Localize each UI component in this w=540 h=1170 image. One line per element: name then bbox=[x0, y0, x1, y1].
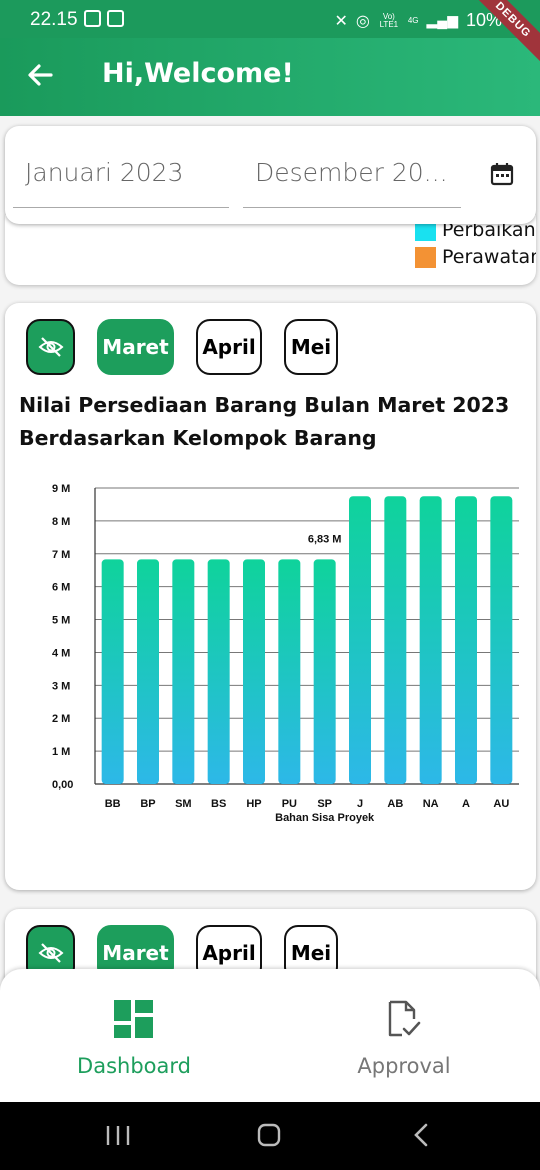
date-filter-card: Januari 2023 Desember 20... bbox=[5, 126, 536, 224]
check-icon bbox=[107, 10, 124, 27]
home-icon[interactable] bbox=[257, 1123, 281, 1147]
nav-approval-label: Approval bbox=[357, 1054, 451, 1078]
y-tick-label: 0,00 bbox=[52, 779, 73, 791]
bar-au bbox=[490, 496, 513, 784]
y-tick-label: 4 M bbox=[52, 647, 70, 659]
volte-label: Vo) LTE1 bbox=[379, 11, 399, 29]
y-tick-label: 5 M bbox=[52, 615, 70, 627]
y-tick-label: 3 M bbox=[52, 680, 70, 692]
back-nav-icon[interactable] bbox=[414, 1123, 428, 1147]
signal-icon: ▂▄▆ bbox=[426, 12, 458, 28]
gallery-icon bbox=[84, 10, 101, 27]
x-tick-label: SM bbox=[175, 798, 192, 810]
app-bar: Hi,Welcome! bbox=[0, 38, 540, 116]
status-time: 22.15 bbox=[30, 9, 78, 30]
y-tick-label: 6 M bbox=[52, 582, 70, 594]
legend-item-perawatan: Perawatan bbox=[415, 246, 536, 268]
x-tick-label: SP bbox=[317, 798, 332, 810]
eye-off-icon bbox=[38, 943, 63, 963]
bottom-navigation: Dashboard Approval bbox=[0, 969, 540, 1109]
chart-title: Nilai Persediaan Barang Bulan Maret 2023… bbox=[19, 393, 510, 450]
legend-label: Perbaikan bbox=[442, 219, 536, 241]
x-tick-label: A bbox=[462, 798, 470, 810]
dashboard-icon bbox=[114, 1000, 153, 1038]
y-tick-label: 7 M bbox=[52, 549, 70, 561]
recent-apps-icon[interactable] bbox=[106, 1126, 130, 1145]
bar-bs bbox=[207, 559, 230, 784]
tab-maret[interactable]: Maret bbox=[97, 319, 174, 375]
bar-j bbox=[349, 496, 371, 784]
bar-pu bbox=[278, 559, 301, 784]
system-navigation-bar bbox=[0, 1102, 540, 1170]
legend-card: Perbaikan Perawatan bbox=[5, 215, 536, 285]
x-tick-label: BS bbox=[211, 798, 226, 810]
network-label: 4G bbox=[407, 15, 419, 25]
x-tick-label: J bbox=[357, 798, 363, 810]
bar-bb bbox=[101, 559, 124, 784]
bar-bp bbox=[137, 559, 159, 784]
inventory-chart-card: Maret April Mei Nilai Persediaan Barang … bbox=[5, 303, 536, 890]
x-tick-label: AB bbox=[387, 798, 403, 810]
notification-icons bbox=[84, 10, 124, 27]
legend-swatch bbox=[415, 246, 436, 268]
tab-april[interactable]: April bbox=[196, 319, 262, 375]
legend-swatch bbox=[415, 219, 436, 241]
legend-label: Perawatan bbox=[442, 246, 536, 268]
tab-mei[interactable]: Mei bbox=[284, 319, 338, 375]
x-tick-label: AU bbox=[493, 798, 509, 810]
bar-sm bbox=[172, 559, 195, 784]
status-right: ✕ ◎ Vo) LTE1 4G ▂▄▆ 10% bbox=[334, 10, 502, 31]
y-tick-label: 1 M bbox=[52, 746, 70, 758]
back-arrow-icon[interactable] bbox=[24, 58, 58, 92]
x-tick-label: HP bbox=[246, 798, 261, 810]
mute-icon: ✕ bbox=[334, 12, 348, 30]
y-tick-label: 8 M bbox=[52, 516, 70, 528]
x-tick-label: NA bbox=[423, 798, 439, 810]
system-nav-buttons bbox=[106, 1123, 428, 1147]
bar-chart: 0,00 1 M 2 M 3 M 4 M 5 M 6 M 7 M 8 M 9 M BB BP SM BS H… bbox=[52, 483, 519, 824]
hide-chart-button[interactable] bbox=[26, 319, 75, 375]
y-tick-label: 9 M bbox=[52, 483, 70, 495]
bar-a bbox=[455, 496, 477, 784]
hotspot-icon: ◎ bbox=[355, 12, 370, 30]
bar-ab bbox=[384, 496, 407, 784]
document-check-icon bbox=[388, 1000, 421, 1037]
x-tick-label: BP bbox=[140, 798, 155, 810]
x-caption: Bahan Sisa Proyek bbox=[275, 812, 375, 824]
eye-off-icon bbox=[38, 337, 63, 357]
nav-approval[interactable]: Approval bbox=[304, 999, 504, 1078]
bar-na bbox=[419, 496, 442, 784]
legend-item-perbaikan: Perbaikan bbox=[415, 219, 536, 241]
y-tick-label: 2 M bbox=[52, 713, 70, 725]
start-month-field[interactable]: Januari 2023 bbox=[13, 158, 229, 208]
page-title: Hi,Welcome! bbox=[102, 58, 294, 89]
calendar-icon[interactable] bbox=[490, 162, 514, 186]
nav-dashboard[interactable]: Dashboard bbox=[34, 999, 234, 1078]
bar-sp bbox=[313, 559, 336, 784]
x-tick-label: BB bbox=[105, 798, 121, 810]
bar-hp bbox=[243, 559, 265, 784]
x-tick-label: PU bbox=[282, 798, 297, 810]
status-bar: 22.15 ✕ ◎ Vo) LTE1 4G ▂▄▆ 10% bbox=[0, 0, 540, 38]
month-tabs: Maret April Mei bbox=[26, 319, 338, 375]
end-month-field[interactable]: Desember 20... bbox=[243, 158, 461, 208]
nav-dashboard-label: Dashboard bbox=[77, 1054, 191, 1078]
data-label: 6,83 M bbox=[308, 533, 342, 545]
